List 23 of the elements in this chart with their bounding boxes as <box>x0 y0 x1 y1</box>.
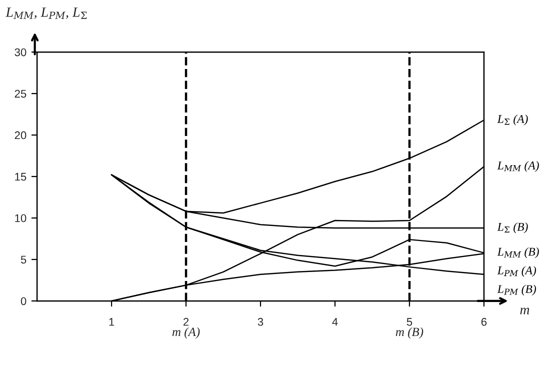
y-tick-label: 15 <box>15 172 26 181</box>
y-tick-label: 0 <box>20 297 26 306</box>
series-label: L$_{PM}$ (B) <box>497 284 536 296</box>
x-tick-label: 2 <box>183 318 189 326</box>
y-tick-label: 5 <box>20 256 26 264</box>
ref-line-label: m (A) <box>172 327 200 339</box>
x-tick-label: 3 <box>258 318 264 326</box>
x-axis-title: m <box>520 308 530 314</box>
y-tick-label: 25 <box>14 90 26 98</box>
y-axis-title: L$_{MM}$, L$_{PM}$, L$_{Σ}$ <box>6 8 87 19</box>
x-tick-label: 5 <box>406 318 412 326</box>
x-tick-label: 1 <box>109 318 114 326</box>
y-tick-label: 20 <box>14 131 26 140</box>
ref-line-label: m (B) <box>396 327 424 339</box>
y-tick-label: 10 <box>15 214 26 222</box>
series-label: L$_{MM}$ (A) <box>497 161 539 172</box>
x-tick-label: 6 <box>481 318 487 326</box>
series-label: L$_{Σ}$ (B) <box>497 222 528 234</box>
series-label: L$_{PM}$ (A) <box>497 266 536 277</box>
series-label: L$_{Σ}$ (A) <box>497 114 528 126</box>
x-tick-label: 4 <box>332 318 338 326</box>
series-label: L$_{MM}$ (B) <box>497 247 539 258</box>
y-tick-label: 30 <box>14 48 26 56</box>
